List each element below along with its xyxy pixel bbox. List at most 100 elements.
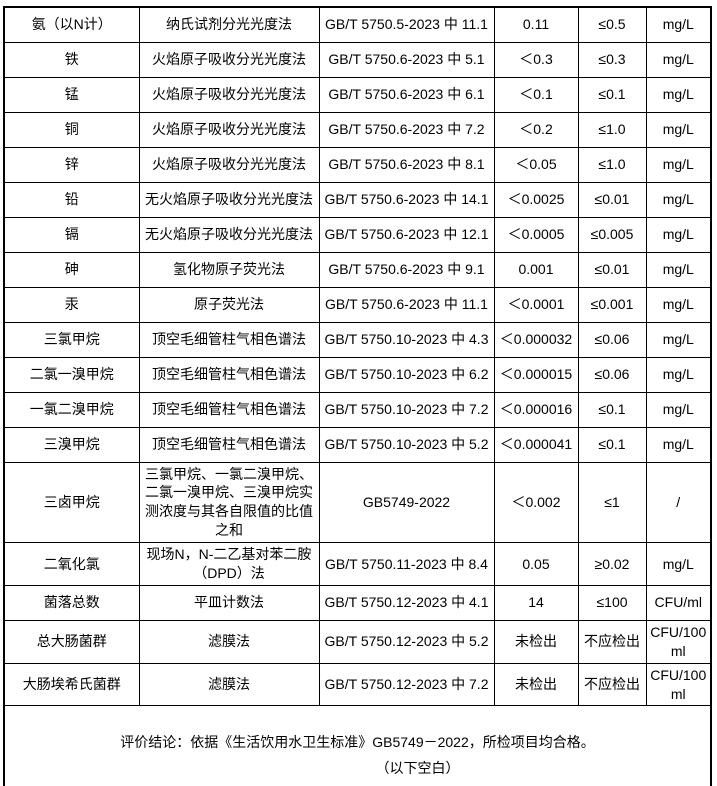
limit-cell: 不应检出 bbox=[577, 662, 647, 707]
method-cell: 纳氏试剂分光光度法 bbox=[138, 6, 320, 43]
unit-cell: mg/L bbox=[645, 356, 712, 393]
evaluation-row: 评价结论：依据《生活饮用水卫生标准》GB5749－2022，所检项目均合格。 （… bbox=[3, 705, 712, 786]
standard-cell: GB/T 5750.10-2023 中 4.3 bbox=[318, 321, 495, 358]
method-cell: 火焰原子吸收分光光度法 bbox=[138, 41, 320, 78]
limit-cell: ≤1.0 bbox=[577, 111, 647, 148]
unit-cell: CFU/100 ml bbox=[645, 662, 712, 707]
result-cell: ＜0.000032 bbox=[493, 321, 579, 358]
unit-cell: / bbox=[645, 461, 712, 544]
result-cell: ＜0.0005 bbox=[493, 216, 579, 253]
method-cell: 三氯甲烷、一氯二溴甲烷、二氯一溴甲烷、三溴甲烷实测浓度与其各自限值的比值之和 bbox=[138, 461, 320, 544]
param-cell: 氨（以N计） bbox=[3, 6, 140, 43]
standard-cell: GB/T 5750.5-2023 中 11.1 bbox=[318, 6, 495, 43]
table-row: 三卤甲烷 三氯甲烷、一氯二溴甲烷、二氯一溴甲烷、三溴甲烷实测浓度与其各自限值的比值… bbox=[3, 461, 712, 544]
evaluation-cell: 评价结论：依据《生活饮用水卫生标准》GB5749－2022，所检项目均合格。 （… bbox=[3, 705, 712, 786]
standard-cell: GB/T 5750.10-2023 中 7.2 bbox=[318, 391, 495, 428]
method-cell: 火焰原子吸收分光光度法 bbox=[138, 76, 320, 113]
standard-cell: GB/T 5750.10-2023 中 6.2 bbox=[318, 356, 495, 393]
unit-cell: mg/L bbox=[645, 76, 712, 113]
table-row: 铁火焰原子吸收分光光度法 GB/T 5750.6-2023 中 5.1 ＜0.3 ≤0… bbox=[3, 41, 712, 78]
table-row: 锌火焰原子吸收分光光度法 GB/T 5750.6-2023 中 8.1 ＜0.05 ≤… bbox=[3, 146, 712, 183]
result-cell: ＜0.000041 bbox=[493, 426, 579, 463]
param-cell: 汞 bbox=[3, 286, 140, 323]
param-cell: 铁 bbox=[3, 41, 140, 78]
method-cell: 火焰原子吸收分光光度法 bbox=[138, 146, 320, 183]
param-cell: 铜 bbox=[3, 111, 140, 148]
unit-cell: mg/L bbox=[645, 286, 712, 323]
result-cell: 14 bbox=[493, 584, 579, 621]
method-cell: 滤膜法 bbox=[138, 662, 320, 707]
limit-cell: ≤0.001 bbox=[577, 286, 647, 323]
method-cell: 顶空毛细管柱气相色谱法 bbox=[138, 356, 320, 393]
param-cell: 铅 bbox=[3, 181, 140, 218]
result-cell: ＜0.1 bbox=[493, 76, 579, 113]
param-cell: 镉 bbox=[3, 216, 140, 253]
result-cell: 0.001 bbox=[493, 251, 579, 288]
result-cell: ＜0.002 bbox=[493, 461, 579, 544]
result-cell: 0.05 bbox=[493, 542, 579, 586]
unit-cell: mg/L bbox=[645, 181, 712, 218]
unit-cell: CFU/ml bbox=[645, 584, 712, 621]
method-cell: 顶空毛细管柱气相色谱法 bbox=[138, 321, 320, 358]
result-cell: 0.11 bbox=[493, 6, 579, 43]
table-row: 大肠埃希氏菌群 滤膜法 GB/T 5750.12-2023 中 7.2 未检出 不应检出… bbox=[3, 662, 712, 707]
unit-cell: mg/L bbox=[645, 542, 712, 586]
method-cell: 平皿计数法 bbox=[138, 584, 320, 621]
param-cell: 二氯一溴甲烷 bbox=[3, 356, 140, 393]
table-row: 二氧化氯 现场N，N-二乙基对苯二胺（DPD）法 GB/T 5750.11-2023… bbox=[3, 542, 712, 586]
standard-cell: GB/T 5750.6-2023 中 8.1 bbox=[318, 146, 495, 183]
limit-cell: ≤100 bbox=[577, 584, 647, 621]
table-row: 总大肠菌群 滤膜法 GB/T 5750.12-2023 中 5.2 未检出 不应检出 CF… bbox=[3, 619, 712, 664]
limit-cell: ≤0.01 bbox=[577, 251, 647, 288]
result-cell: ＜0.0001 bbox=[493, 286, 579, 323]
param-cell: 大肠埃希氏菌群 bbox=[3, 662, 140, 707]
limit-cell: ≤0.005 bbox=[577, 216, 647, 253]
param-cell: 总大肠菌群 bbox=[3, 619, 140, 664]
limit-cell: ≥0.02 bbox=[577, 542, 647, 586]
table-row: 砷氢化物原子荧光法 GB/T 5750.6-2023 中 9.1 0.001 ≤0.0… bbox=[3, 251, 712, 288]
param-cell: 锰 bbox=[3, 76, 140, 113]
unit-cell: mg/L bbox=[645, 216, 712, 253]
result-cell: 未检出 bbox=[493, 619, 579, 664]
method-cell: 现场N，N-二乙基对苯二胺（DPD）法 bbox=[138, 542, 320, 586]
standard-cell: GB/T 5750.6-2023 中 14.1 bbox=[318, 181, 495, 218]
method-cell: 无火焰原子吸收分光光度法 bbox=[138, 181, 320, 218]
limit-cell: ≤0.3 bbox=[577, 41, 647, 78]
limit-cell: ≤0.06 bbox=[577, 356, 647, 393]
table-row: 氨（以N计） 纳氏试剂分光光度法 GB/T 5750.5-2023 中 11.1 0.… bbox=[3, 6, 712, 43]
table-row: 铜火焰原子吸收分光光度法 GB/T 5750.6-2023 中 7.2 ＜0.2 ≤1… bbox=[3, 111, 712, 148]
param-cell: 三氯甲烷 bbox=[3, 321, 140, 358]
method-cell: 滤膜法 bbox=[138, 619, 320, 664]
table-row: 三溴甲烷 顶空毛细管柱气相色谱法 GB/T 5750.10-2023 中 5.2 ＜0… bbox=[3, 426, 712, 463]
standard-cell: GB/T 5750.6-2023 中 12.1 bbox=[318, 216, 495, 253]
limit-cell: ≤1 bbox=[577, 461, 647, 544]
result-cell: ＜0.000016 bbox=[493, 391, 579, 428]
result-cell: ＜0.05 bbox=[493, 146, 579, 183]
result-cell: ＜0.3 bbox=[493, 41, 579, 78]
result-cell: 未检出 bbox=[493, 662, 579, 707]
standard-cell: GB/T 5750.11-2023 中 8.4 bbox=[318, 542, 495, 586]
standard-cell: GB/T 5750.12-2023 中 7.2 bbox=[318, 662, 495, 707]
standard-cell: GB/T 5750.6-2023 中 5.1 bbox=[318, 41, 495, 78]
standard-cell: GB/T 5750.12-2023 中 4.1 bbox=[318, 584, 495, 621]
param-cell: 砷 bbox=[3, 251, 140, 288]
table-row: 镉无火焰原子吸收分光光度法 GB/T 5750.6-2023 中 12.1 ＜0.0… bbox=[3, 216, 712, 253]
unit-cell: mg/L bbox=[645, 41, 712, 78]
unit-cell: mg/L bbox=[645, 111, 712, 148]
unit-cell: mg/L bbox=[645, 251, 712, 288]
method-cell: 顶空毛细管柱气相色谱法 bbox=[138, 426, 320, 463]
standard-cell: GB/T 5750.6-2023 中 11.1 bbox=[318, 286, 495, 323]
standard-cell: GB/T 5750.10-2023 中 5.2 bbox=[318, 426, 495, 463]
limit-cell: ≤0.1 bbox=[577, 76, 647, 113]
unit-cell: mg/L bbox=[645, 6, 712, 43]
table-row: 汞原子荧光法 GB/T 5750.6-2023 中 11.1 ＜0.0001 ≤0.0… bbox=[3, 286, 712, 323]
limit-cell: ≤0.5 bbox=[577, 6, 647, 43]
standard-cell: GB/T 5750.6-2023 中 6.1 bbox=[318, 76, 495, 113]
result-cell: ＜0.0025 bbox=[493, 181, 579, 218]
unit-cell: CFU/100 ml bbox=[645, 619, 712, 664]
standard-cell: GB/T 5750.6-2023 中 7.2 bbox=[318, 111, 495, 148]
limit-cell: ≤0.06 bbox=[577, 321, 647, 358]
evaluation-conclusion: 评价结论：依据《生活饮用水卫生标准》GB5749－2022，所检项目均合格。 bbox=[120, 734, 595, 751]
unit-cell: mg/L bbox=[645, 146, 712, 183]
